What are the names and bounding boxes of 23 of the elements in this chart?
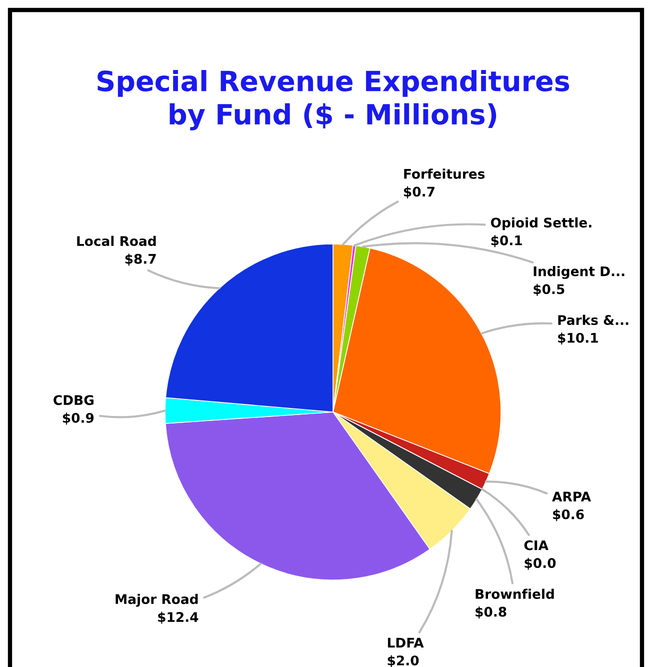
category-label: CIA [524, 540, 548, 550]
data-label: $0.1 [491, 235, 522, 248]
slice-label: ARPA [552, 492, 591, 502]
data-label: $10.1 [558, 332, 598, 345]
slice-label: CDBG [54, 395, 94, 406]
data-label: $0.6 [553, 509, 584, 522]
text: $0.0 [524, 558, 556, 570]
data-label: $0.5 [534, 284, 564, 296]
slice-label: Indigent D... [534, 266, 624, 279]
slice-label: Major Road [116, 594, 198, 607]
slice-label: Local Road [77, 236, 156, 246]
chart-title: Special Revenue Expenditures by Fund ($ - Millions) [98, 70, 570, 130]
data-label: $0.7 [404, 186, 434, 198]
data-label: $2.0 [388, 655, 419, 667]
data-label: $0.9 [62, 412, 94, 425]
data-label: $0.8 [476, 606, 506, 619]
slice-label: Opioid Settle. [490, 217, 592, 230]
data-label: $8.7 [125, 254, 156, 266]
slice-label: Parks &... [558, 314, 628, 326]
data-label: $12.4 [158, 612, 198, 624]
slice-label: LDFA [388, 638, 424, 648]
slice-label: Brownfield [476, 588, 554, 599]
slice-label: Forfeitures [404, 168, 485, 179]
